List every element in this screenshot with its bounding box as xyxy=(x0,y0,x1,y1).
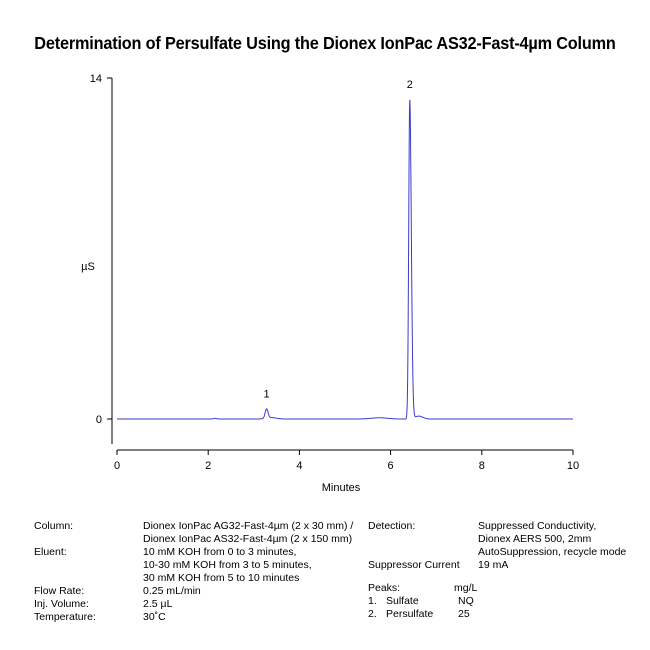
x-tick-label: 6 xyxy=(388,460,394,472)
peak-label: 2 xyxy=(407,79,413,91)
x-tick-label: 8 xyxy=(479,460,485,472)
x-tick-label: 2 xyxy=(205,460,211,472)
condition-label: Eluent: xyxy=(34,546,67,558)
condition-value: Dionex IonPac AG32-Fast-4µm (2 x 30 mm) … xyxy=(143,520,354,532)
x-tick-label: 4 xyxy=(296,460,302,472)
peaks-header-label: Peaks: xyxy=(368,582,401,594)
condition-label: Column: xyxy=(34,520,74,532)
peak-row-number: 1. xyxy=(368,595,377,607)
chromatogram-trace xyxy=(117,99,573,420)
peak-row-value: NQ xyxy=(458,595,474,607)
x-axis-ticks: 0 2 4 6 8 10 xyxy=(114,450,579,472)
condition-value: Suppressed Conductivity, xyxy=(478,520,597,532)
peak-row-number: 2. xyxy=(368,608,377,620)
peak-labels: 12 xyxy=(264,79,413,401)
peak-label: 1 xyxy=(264,389,270,401)
x-tick-label: 10 xyxy=(567,460,579,472)
condition-label: Suppressor Current xyxy=(368,559,460,571)
x-tick-label: 0 xyxy=(114,460,120,472)
condition-value: 19 mA xyxy=(478,559,509,571)
y-axis-label: µS xyxy=(81,261,95,273)
x-axis-label: Minutes xyxy=(322,482,361,494)
y-tick-label: 14 xyxy=(90,73,102,85)
condition-value: 0.25 mL/min xyxy=(143,585,201,597)
condition-value: 2.5 µL xyxy=(143,598,173,610)
condition-label: Flow Rate: xyxy=(34,585,85,597)
peak-row-value: 25 xyxy=(458,608,470,620)
condition-label: Inj. Volume: xyxy=(34,598,89,610)
peaks-header-unit: mg/L xyxy=(454,582,478,594)
condition-value: Dionex AERS 500, 2mm xyxy=(478,533,592,545)
peak-row-name: Persulfate xyxy=(386,608,434,620)
y-tick-label: 0 xyxy=(96,414,102,426)
condition-value: 10-30 mM KOH from 3 to 5 minutes, xyxy=(143,559,312,571)
condition-value: 30˚C xyxy=(143,611,166,623)
condition-value: 30 mM KOH from 5 to 10 minutes xyxy=(143,572,300,584)
chart-title: Determination of Persulfate Using the Di… xyxy=(34,33,616,53)
condition-value: AutoSuppression, recycle mode xyxy=(478,546,627,558)
condition-value: 10 mM KOH from 0 to 3 minutes, xyxy=(143,546,297,558)
condition-label: Temperature: xyxy=(34,611,96,623)
condition-label: Detection: xyxy=(368,520,416,532)
condition-value: Dionex IonPac AS32-Fast-4µm (2 x 150 mm) xyxy=(143,533,353,545)
y-axis-ticks: 0 14 xyxy=(90,73,112,426)
peak-row-name: Sulfate xyxy=(386,595,419,607)
